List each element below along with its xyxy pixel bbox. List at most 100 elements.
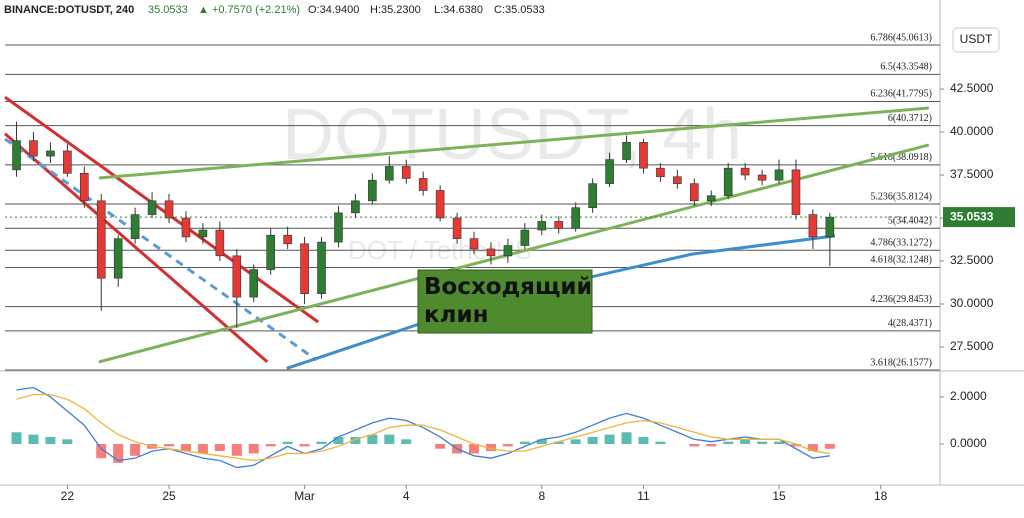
macd-histogram-bar	[164, 444, 175, 447]
candle-body	[385, 166, 394, 181]
candle-body	[690, 183, 699, 202]
candle-body	[164, 200, 174, 219]
macd-y-tick-label: 0.0000	[950, 436, 987, 450]
header-high: H:35.2300	[370, 4, 421, 16]
macd-histogram-bar	[197, 444, 208, 454]
macd-histogram-bar	[180, 444, 191, 452]
macd-histogram-bar	[689, 444, 700, 447]
macd-histogram-bar	[231, 444, 242, 456]
macd-histogram-bar	[502, 444, 513, 447]
candle-body	[418, 178, 428, 191]
fib-label: 5.236(35.8124)	[870, 191, 932, 202]
macd-histogram-bar	[316, 441, 327, 445]
macd-histogram-bar	[723, 441, 734, 445]
macd-histogram-bar	[333, 436, 344, 445]
macd-histogram-bar	[485, 444, 496, 452]
fib-label: 4.786(33.1272)	[870, 238, 932, 249]
candle-body	[537, 221, 547, 231]
y-tick-label: 30.0000	[950, 296, 994, 310]
candle-body	[29, 140, 38, 157]
macd-histogram-bar	[265, 444, 276, 447]
candle-body	[825, 216, 835, 238]
fib-label: 4(28.4371)	[888, 318, 932, 329]
macd-histogram-bar	[553, 441, 564, 445]
candle-body	[113, 238, 123, 279]
candle-body	[706, 195, 716, 202]
header-close: C:35.0533	[494, 4, 545, 16]
macd-histogram-bar	[807, 444, 818, 452]
fib-label: 3.618(26.1577)	[870, 357, 932, 368]
candle-body	[503, 245, 513, 257]
macd-histogram-bar	[638, 436, 649, 445]
macd-histogram-bar	[706, 444, 717, 447]
candle-body	[300, 243, 309, 294]
macd-histogram-bar	[757, 441, 768, 445]
currency-button[interactable]	[952, 27, 1000, 53]
macd-histogram-bar	[824, 444, 835, 449]
header-low: L:34.6380	[434, 4, 483, 16]
candle-body	[757, 174, 767, 181]
candle-body	[96, 200, 106, 279]
x-tick-label: 25	[162, 489, 176, 503]
macd-histogram-bar	[570, 439, 581, 445]
candle-body	[723, 167, 733, 196]
y-tick-label: 37.5000	[950, 167, 994, 181]
candle-body	[266, 234, 275, 270]
macd-histogram-bar	[469, 444, 480, 454]
y-tick-label: 27.5000	[950, 339, 994, 353]
candle-body	[571, 207, 580, 229]
y-tick-label: 32.5000	[950, 253, 994, 267]
candle-body	[46, 150, 55, 157]
candle-body	[283, 234, 292, 245]
trend-line	[286, 234, 836, 370]
macd-histogram-bar	[214, 444, 225, 452]
candle-body	[673, 176, 682, 184]
candle-body	[368, 179, 377, 202]
last-price-label: 35.0533	[950, 209, 994, 223]
candle-body	[317, 241, 326, 294]
macd-histogram-bar	[536, 439, 547, 445]
macd-line	[16, 386, 830, 469]
macd-histogram-bar	[519, 441, 530, 445]
trend-line	[98, 106, 929, 180]
candle-body	[520, 229, 530, 246]
candle-body	[791, 169, 801, 215]
macd-histogram-bar	[401, 439, 412, 445]
candle-body	[351, 200, 360, 214]
x-tick-label: 15	[772, 489, 786, 503]
macd-histogram-bar	[621, 432, 632, 445]
watermark: DOTUSDT, 4h	[282, 95, 742, 175]
candle-body	[452, 217, 462, 239]
trend-line	[4, 95, 320, 324]
x-tick-label: 22	[61, 489, 75, 503]
macd-histogram-bar	[435, 444, 446, 449]
candle-body	[588, 183, 597, 208]
macd-histogram-bar	[790, 444, 801, 447]
candle-body	[198, 229, 208, 238]
macd-histogram-bar	[113, 444, 124, 463]
trend-line	[4, 132, 269, 364]
candle-body	[334, 212, 343, 243]
candle-body	[622, 142, 631, 160]
header-price: 35.0533	[148, 4, 188, 16]
fib-label: 6.236(41.7795)	[870, 89, 932, 100]
candle-body	[774, 169, 784, 181]
candle-body	[232, 255, 242, 298]
candle-body	[740, 167, 750, 176]
candle-body	[215, 229, 225, 257]
fib-label: 4.618(32.1248)	[870, 255, 932, 266]
candle-body	[656, 167, 665, 178]
candle-body	[130, 214, 140, 239]
macd-histogram-bar	[587, 436, 598, 445]
currency[interactable]: USDT	[960, 32, 993, 46]
trend-line	[4, 137, 318, 362]
macd-histogram-bar	[96, 444, 107, 459]
candle-body	[486, 248, 496, 257]
macd-y-tick-label: 2.0000	[950, 389, 987, 403]
candle-body	[181, 217, 191, 238]
fib-label: 5(34.4042)	[888, 216, 932, 227]
candle-body	[80, 173, 89, 202]
signal-line	[16, 393, 830, 462]
